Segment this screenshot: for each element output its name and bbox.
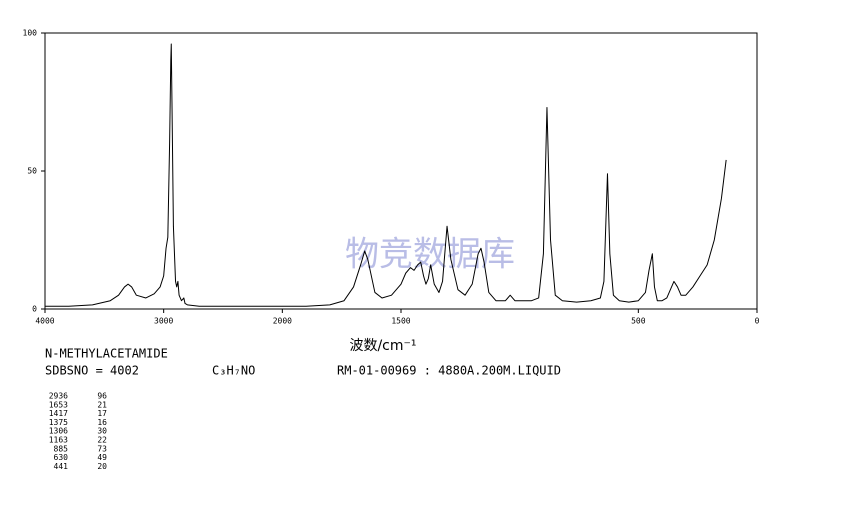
peak-intensity: 22 [97,436,107,445]
peak-wavenumber: 2936 [49,392,68,401]
peak-intensity: 96 [97,392,107,401]
spectrum-line [45,43,727,307]
formula: C₃H₇NO [212,364,255,378]
peak-intensity: 49 [97,453,107,462]
y-tick-label: 0 [32,305,37,314]
peak-wavenumber: 1653 [49,400,68,409]
x-tick-label: 0 [755,317,760,326]
sdbs-number: SDBSNO = 4002 [45,364,139,378]
peak-intensity: 73 [97,444,107,453]
y-tick-label: 100 [23,29,38,38]
peak-intensity: 17 [97,409,107,418]
peak-wavenumber: 885 [54,444,69,453]
peak-intensity: 16 [97,418,107,427]
peak-wavenumber: 1306 [49,427,68,436]
conditions: RM-01-00969 : 4880A.200M.LIQUID [337,364,561,378]
peak-intensity: 21 [97,400,107,409]
peak-wavenumber: 441 [54,462,69,471]
x-axis-label: 波数/cm⁻¹ [349,338,416,354]
peak-wavenumber: 1417 [49,409,68,418]
x-tick-label: 2000 [273,317,292,326]
x-tick-label: 4000 [35,317,54,326]
peak-intensity: 20 [97,462,107,471]
peak-wavenumber: 1163 [49,436,68,445]
x-tick-label: 500 [631,317,646,326]
x-tick-label: 1500 [391,317,410,326]
x-tick-label: 3000 [154,317,173,326]
peak-wavenumber: 1375 [49,418,68,427]
y-tick-label: 50 [27,167,37,176]
peak-wavenumber: 630 [54,453,69,462]
compound-name: N-METHYLACETAMIDE [45,347,168,361]
peak-intensity: 30 [97,427,107,436]
